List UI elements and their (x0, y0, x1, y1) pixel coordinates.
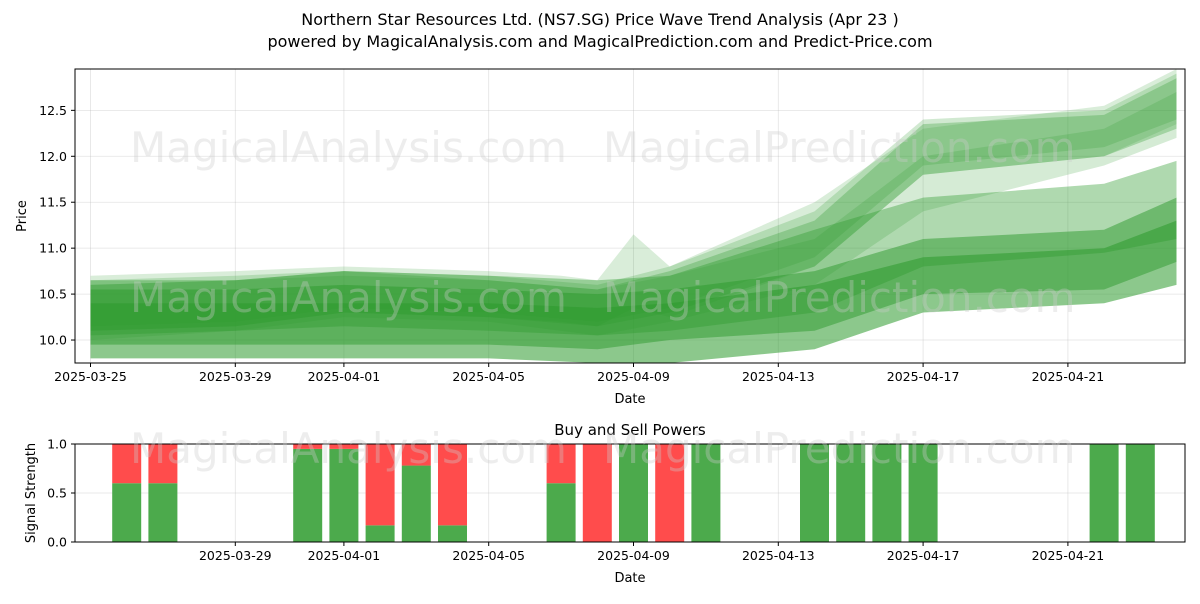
sell-bar-0 (112, 444, 142, 484)
bottom-xtick-label-6: 2025-04-21 (1032, 548, 1105, 563)
price-band-6 (90, 92, 1177, 340)
watermark-analysis-bottom: MagicalAnalysis.com (130, 424, 567, 473)
chart-title: Northern Star Resources Ltd. (NS7.SG) Pr… (301, 10, 899, 29)
top-ytick-label-2: 11.0 (39, 241, 67, 256)
top-plot-frame (74, 68, 1186, 364)
sell-bar-6 (438, 444, 467, 526)
buy-bar-3 (329, 448, 359, 542)
top-ytick-label-4: 12.0 (39, 149, 67, 164)
buy-bar-2 (293, 448, 323, 542)
bottom-ytick-label-1: 0.5 (47, 486, 67, 501)
top-xtick-label-3: 2025-04-05 (452, 369, 525, 384)
sell-bar-5 (401, 444, 431, 466)
bottom-ytick-label-2: 1.0 (47, 437, 67, 452)
bottom-xtick-label-0: 2025-03-29 (199, 548, 272, 563)
buy-bar-17 (1125, 444, 1155, 542)
bottom-ytick-label-0: 0.0 (47, 535, 67, 550)
bottom-xtick-label-5: 2025-04-17 (887, 548, 960, 563)
top-xtick-label-6: 2025-04-17 (887, 369, 960, 384)
price-bands (90, 69, 1177, 363)
buy-bar-11 (691, 444, 721, 542)
top-x-label: Date (614, 392, 645, 407)
buy-bar-0 (112, 483, 142, 542)
top-xtick-label-0: 2025-03-25 (54, 369, 127, 384)
top-xtick-label-7: 2025-04-21 (1032, 369, 1105, 384)
watermark-prediction-top: MagicalPrediction.com (603, 123, 1076, 172)
buy-bar-14 (872, 444, 902, 542)
buy-bar-15 (908, 444, 938, 542)
top-xtick-label-2: 2025-04-01 (308, 369, 381, 384)
price-band-2 (90, 160, 1177, 336)
chart-subtitle: powered by MagicalAnalysis.com and Magic… (267, 32, 932, 51)
price-band-4 (90, 73, 1177, 327)
bottom-xtick-label-4: 2025-04-13 (742, 548, 815, 563)
top-y-ticks: 10.0 10.5 11.0 11.5 12.0 12.5 (39, 103, 75, 348)
sell-bar-10 (655, 444, 685, 542)
watermark-prediction-mid: MagicalPrediction.com (603, 273, 1076, 322)
bottom-title: Buy and Sell Powers (554, 421, 706, 439)
buy-bar-6 (438, 525, 467, 542)
buy-bar-1 (148, 483, 178, 542)
buy-bar-16 (1089, 444, 1119, 542)
top-ytick-label-1: 10.5 (39, 287, 67, 302)
buy-bar-12 (800, 444, 829, 542)
signal-bars (112, 444, 1155, 542)
buy-bar-4 (365, 525, 395, 542)
watermark-analysis-mid: MagicalAnalysis.com (130, 273, 567, 322)
sell-bar-2 (293, 444, 323, 449)
watermark-prediction-bottom: MagicalPrediction.com (603, 424, 1076, 473)
top-xtick-label-1: 2025-03-29 (199, 369, 272, 384)
top-y-label: Price (15, 200, 30, 232)
bottom-xtick-label-3: 2025-04-09 (597, 548, 670, 563)
price-band-1 (90, 197, 1177, 350)
bottom-xtick-label-2: 2025-04-05 (452, 548, 525, 563)
top-xtick-label-5: 2025-04-13 (742, 369, 815, 384)
top-ytick-label-5: 12.5 (39, 103, 67, 118)
buy-bar-5 (401, 465, 431, 542)
bottom-xtick-label-1: 2025-04-01 (308, 548, 381, 563)
buy-bar-13 (836, 444, 866, 542)
bottom-y-ticks: 0.0 0.5 1.0 (47, 437, 75, 550)
sell-bar-4 (365, 444, 395, 526)
sell-bar-7 (546, 444, 576, 484)
top-ytick-label-0: 10.0 (39, 333, 67, 348)
price-band-5 (90, 69, 1177, 331)
sell-bar-8 (582, 444, 612, 542)
top-x-ticks: 2025-03-25 2025-03-29 2025-04-01 2025-04-05… (54, 363, 1104, 384)
sell-bar-3 (329, 444, 359, 449)
bottom-y-label: Signal Strength (24, 443, 39, 543)
watermark-analysis-top: MagicalAnalysis.com (130, 123, 567, 172)
top-ytick-label-3: 11.5 (39, 195, 67, 210)
bottom-x-ticks: 2025-03-29 2025-04-01 2025-04-05 2025-04-09… (199, 542, 1104, 563)
bottom-x-label: Date (614, 571, 645, 586)
top-xtick-label-4: 2025-04-09 (597, 369, 670, 384)
sell-bar-1 (148, 444, 178, 484)
buy-bar-9 (619, 444, 648, 542)
buy-bar-7 (546, 483, 576, 542)
price-band-3 (90, 78, 1177, 331)
